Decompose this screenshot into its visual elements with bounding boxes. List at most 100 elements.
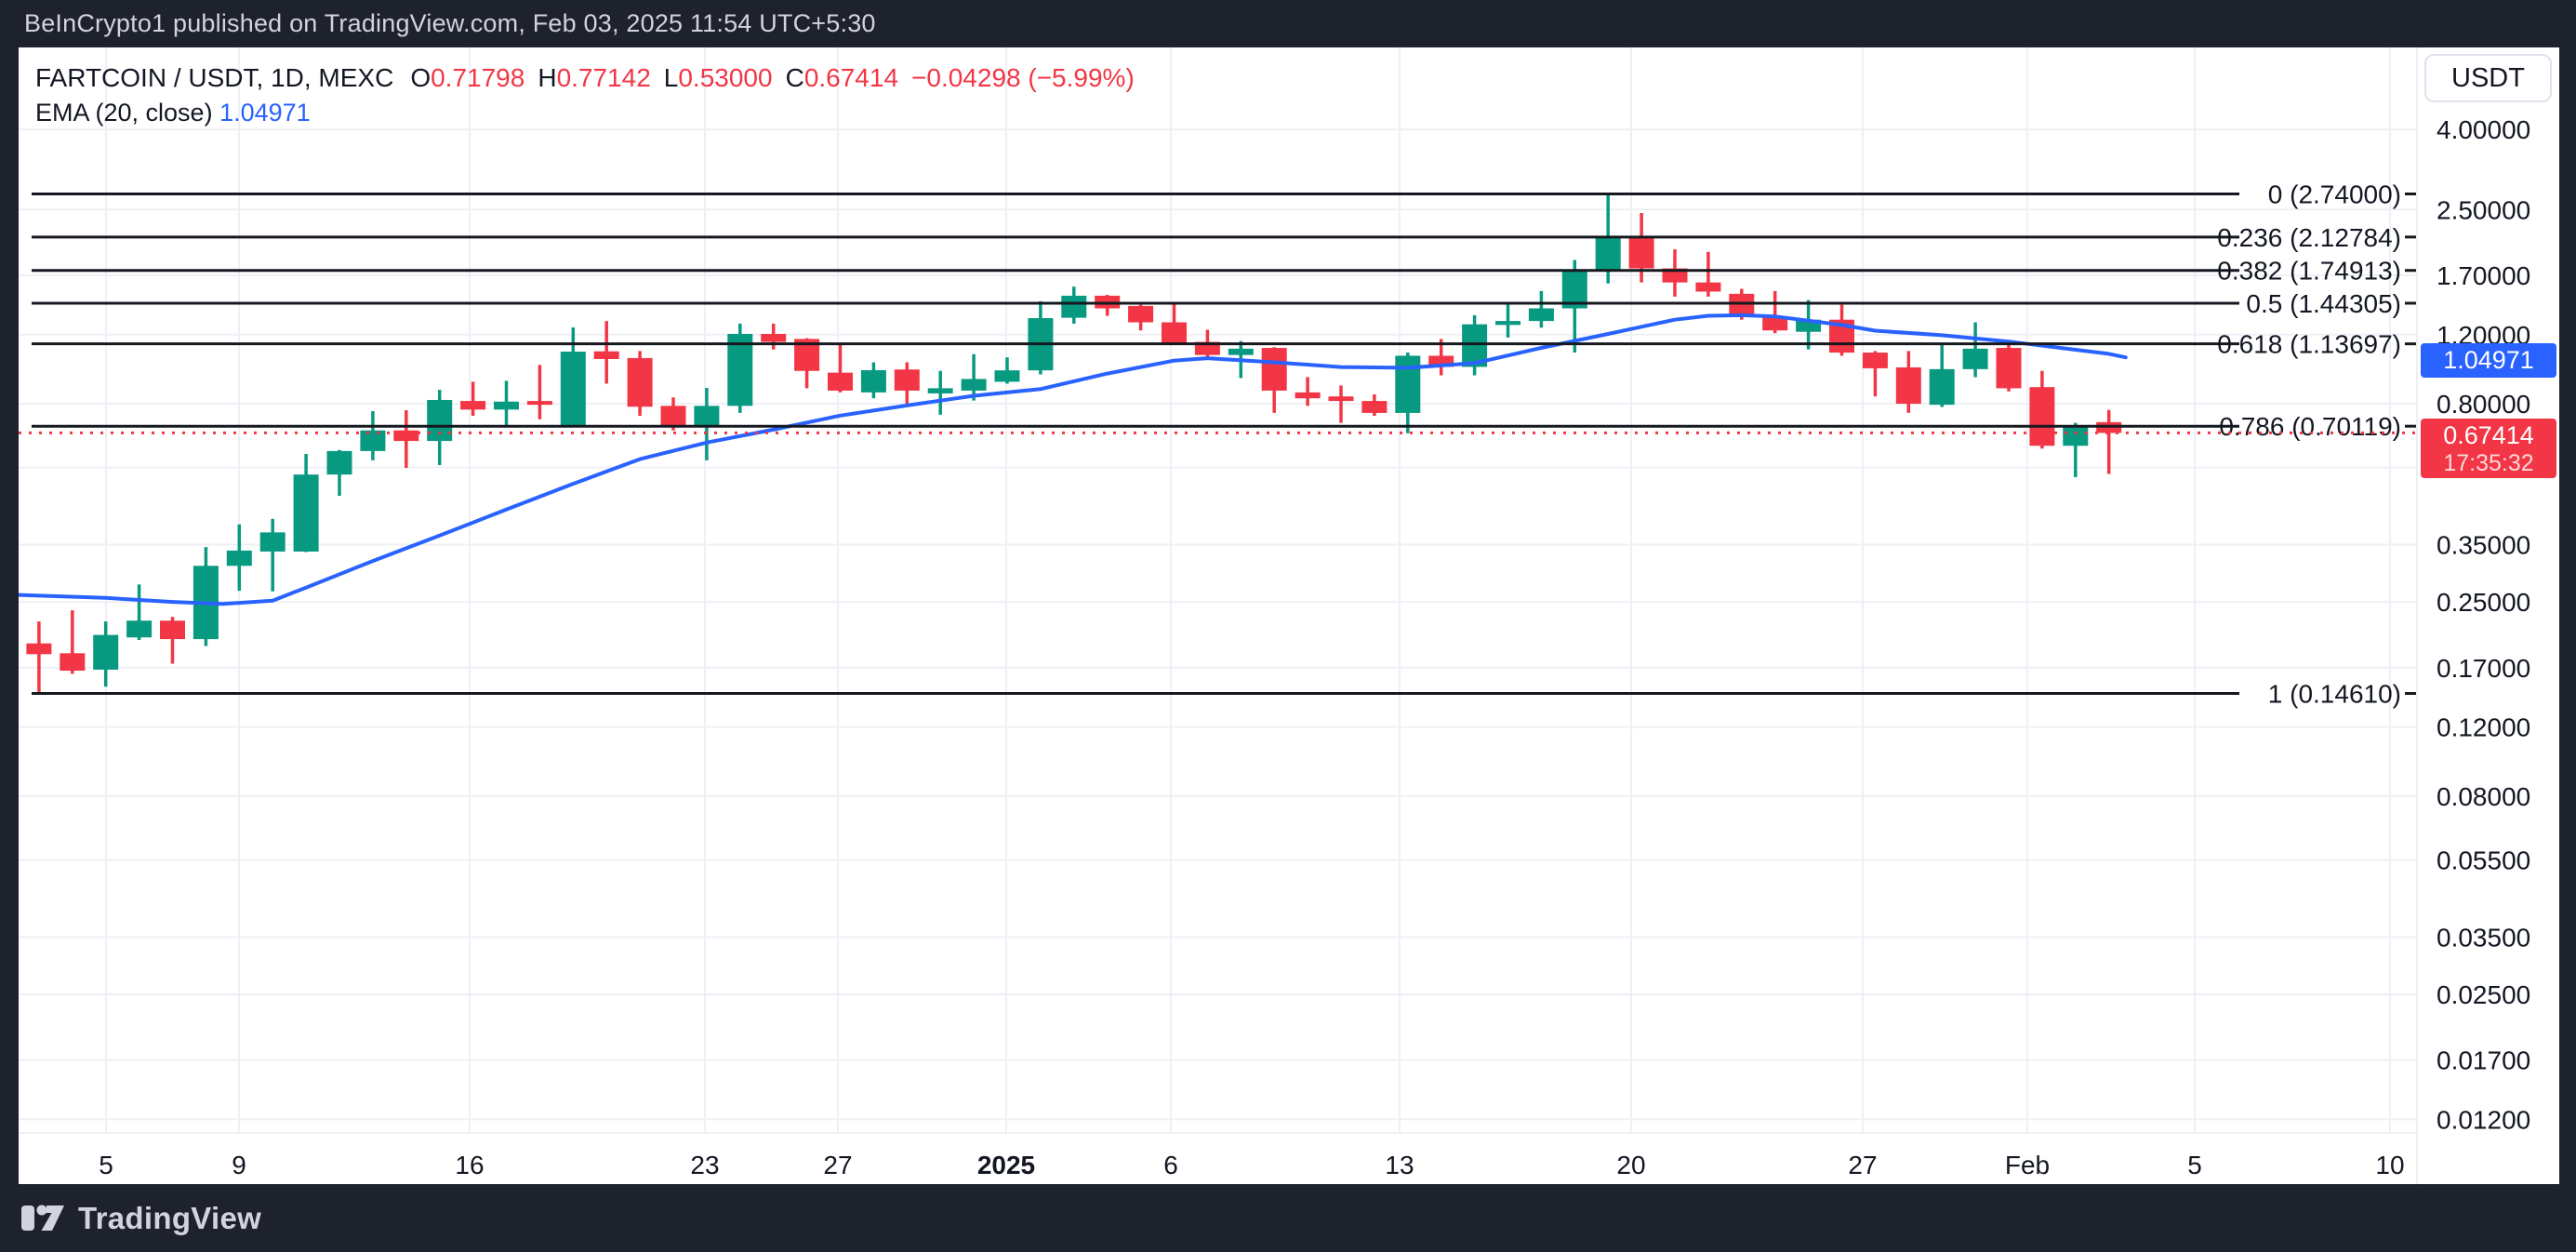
price-scale-currency-button[interactable]: USDT <box>2424 54 2552 102</box>
candle[interactable] <box>259 518 285 592</box>
candle[interactable] <box>927 370 953 415</box>
ema-line[interactable] <box>6 313 2128 606</box>
candle-body <box>1528 308 1554 322</box>
candle[interactable] <box>226 524 252 592</box>
candle[interactable] <box>1762 290 1788 334</box>
candle[interactable] <box>961 353 987 401</box>
candle[interactable] <box>1962 322 1988 378</box>
candle-body <box>1128 305 1154 323</box>
bar-countdown: 17:35:32 <box>2443 449 2534 476</box>
indicator-row: EMA (20, close) 1.04971 <box>35 97 1135 128</box>
candle-body <box>761 333 787 342</box>
candle[interactable] <box>894 362 920 405</box>
candle[interactable] <box>360 410 386 460</box>
time-axis[interactable]: 5 9 16 23 27 2025 6 13 20 27 Feb 5 10 <box>99 1151 2404 1179</box>
candle[interactable] <box>593 321 619 384</box>
candle[interactable] <box>727 323 753 413</box>
candle-body <box>1929 368 1955 406</box>
candle[interactable] <box>1361 394 1388 417</box>
candle-body <box>326 450 352 475</box>
candle-body <box>460 401 486 410</box>
fib-retracement[interactable]: 0 (2.74000) 0.236 (2.12784) 0.382 (1.74913… <box>32 180 2416 709</box>
candle[interactable] <box>1061 286 1087 324</box>
chart-plot-area[interactable] <box>19 47 2417 1133</box>
candle[interactable] <box>1695 251 1721 297</box>
candle[interactable] <box>1662 249 1688 297</box>
candle-body <box>2029 387 2055 446</box>
candle[interactable] <box>1528 290 1554 328</box>
candle[interactable] <box>393 410 419 469</box>
fib-level-label: 1 (0.14610) <box>2268 680 2401 709</box>
price-axis-label: 0.02500 <box>2437 980 2530 1009</box>
candle-body <box>727 333 753 406</box>
candle[interactable] <box>1128 304 1154 331</box>
candle[interactable] <box>828 344 853 393</box>
candle-body <box>694 406 720 427</box>
candle-body <box>660 406 686 427</box>
candle[interactable] <box>460 381 486 417</box>
time-axis-label: 5 <box>2187 1151 2202 1179</box>
tradingview-wordmark[interactable]: TradingView <box>78 1200 262 1235</box>
candle-body <box>1261 348 1287 391</box>
time-axis-label: 9 <box>232 1151 246 1179</box>
candle-body <box>427 399 453 442</box>
candle-body <box>160 620 185 640</box>
candle[interactable] <box>1328 385 1354 423</box>
candle[interactable] <box>293 453 319 553</box>
candle[interactable] <box>1929 343 1955 407</box>
candle[interactable] <box>126 584 153 641</box>
candle[interactable] <box>1495 303 1520 338</box>
candle[interactable] <box>2029 370 2055 449</box>
candle-body <box>393 430 419 442</box>
candle[interactable] <box>1862 351 1888 397</box>
candle[interactable] <box>93 621 119 687</box>
candle[interactable] <box>627 351 653 417</box>
candle-body <box>126 620 153 638</box>
tradingview-logo-icon[interactable] <box>20 1200 65 1237</box>
candle-body <box>1628 237 1654 269</box>
candle-body <box>1996 348 2022 389</box>
candle-body <box>360 430 386 451</box>
candle[interactable] <box>860 362 886 399</box>
time-axis-label: 23 <box>690 1151 719 1179</box>
right-frame-strip <box>2559 47 2576 1184</box>
fib-level-label: 0.382 (1.74913) <box>2217 257 2401 286</box>
candle[interactable] <box>1996 344 2022 392</box>
fib-level-label: 0.618 (1.13697) <box>2217 330 2401 359</box>
candle[interactable] <box>526 365 552 420</box>
price-axis-label: 2.50000 <box>2437 195 2530 224</box>
candle[interactable] <box>1895 351 1921 413</box>
price-axis-label: 1.70000 <box>2437 261 2530 290</box>
left-frame-strip <box>0 47 19 1184</box>
candle-body <box>961 379 987 391</box>
candle-body <box>1162 322 1187 344</box>
candle[interactable] <box>1595 193 1621 284</box>
price-axis[interactable]: 4.000002.500001.700001.200000.800000.550… <box>2437 115 2530 1134</box>
candle[interactable] <box>160 617 185 664</box>
candle[interactable] <box>1261 347 1287 413</box>
candle[interactable] <box>26 621 52 694</box>
candle[interactable] <box>60 610 86 674</box>
fib-level-label: 0.786 (0.70119) <box>2219 412 2401 441</box>
candle[interactable] <box>326 449 352 497</box>
tradingview-footer: TradingView <box>0 1184 2576 1252</box>
time-axis-label: 27 <box>823 1151 852 1179</box>
candle[interactable] <box>1295 377 1321 406</box>
candle-body <box>1595 235 1621 272</box>
candle[interactable] <box>1162 302 1187 345</box>
candle[interactable] <box>994 357 1020 384</box>
ohlc-open: O0.71798 <box>410 63 525 92</box>
horizontal-gridlines <box>19 128 2417 1121</box>
candle-body <box>828 372 853 391</box>
ema-indicator-label[interactable]: EMA (20, close) <box>35 98 213 127</box>
candle-body <box>1662 268 1688 283</box>
candle[interactable] <box>694 387 720 460</box>
candle-body <box>894 369 920 391</box>
chart-legend: FARTCOIN / USDT, 1D, MEXC O0.71798 H0.77… <box>35 61 1135 128</box>
candle[interactable] <box>494 380 519 427</box>
symbol-title[interactable]: FARTCOIN / USDT, 1D, MEXC <box>35 63 394 92</box>
price-axis-label: 0.35000 <box>2437 530 2530 559</box>
candle-body <box>1328 396 1354 402</box>
